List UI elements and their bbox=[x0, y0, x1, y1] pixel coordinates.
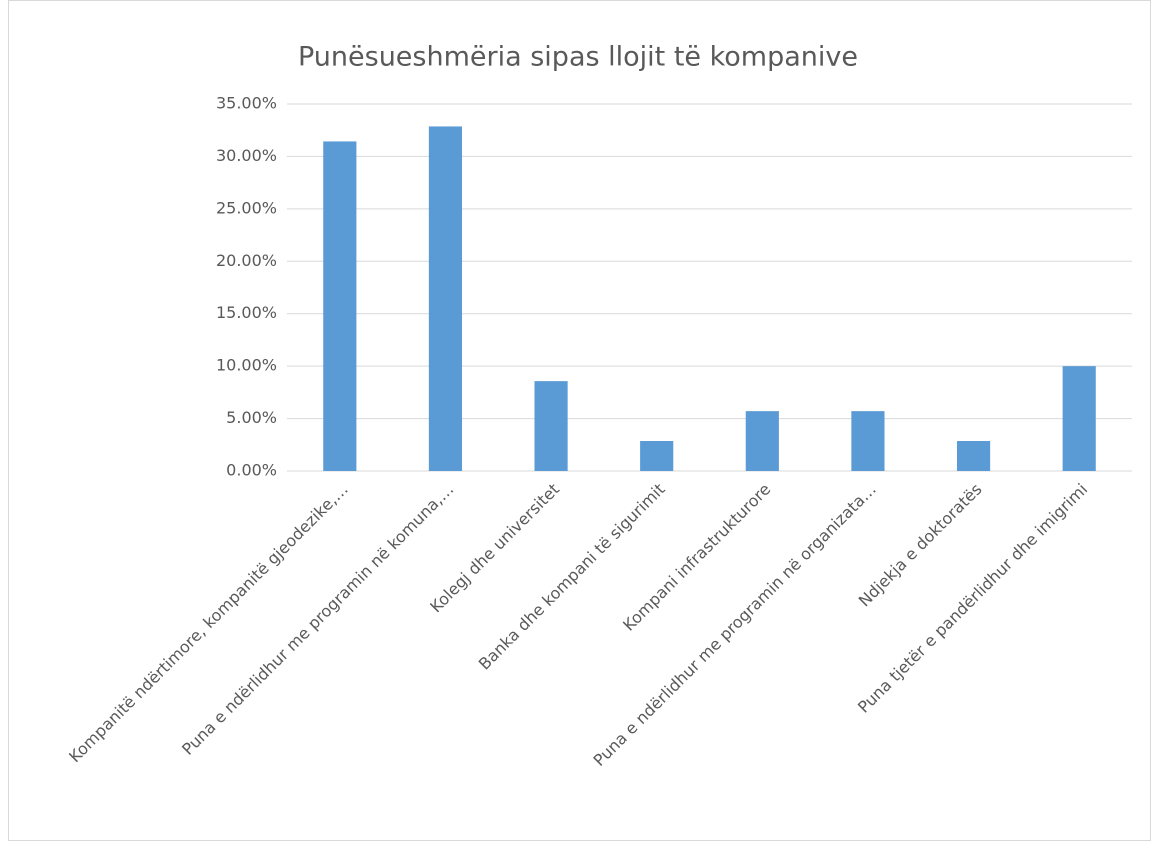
bar bbox=[745, 411, 779, 471]
chart-border bbox=[8, 0, 1151, 841]
y-tick-label: 15.00% bbox=[216, 303, 277, 322]
bar bbox=[640, 441, 674, 471]
y-tick-label: 0.00% bbox=[226, 461, 277, 480]
bar bbox=[956, 441, 991, 471]
y-tick-label: 10.00% bbox=[216, 356, 277, 375]
chart-title: Punësueshmëria sipas llojit të kompanive bbox=[298, 42, 858, 73]
bar bbox=[323, 141, 357, 471]
bar bbox=[851, 411, 885, 471]
y-tick-label: 5.00% bbox=[226, 408, 277, 427]
y-tick-label: 35.00% bbox=[216, 94, 277, 113]
y-tick-label: 30.00% bbox=[216, 146, 277, 165]
bar bbox=[534, 381, 568, 471]
bar bbox=[1062, 366, 1096, 471]
y-tick-label: 25.00% bbox=[216, 198, 277, 217]
y-tick-label: 20.00% bbox=[216, 251, 277, 270]
bar bbox=[428, 126, 463, 472]
